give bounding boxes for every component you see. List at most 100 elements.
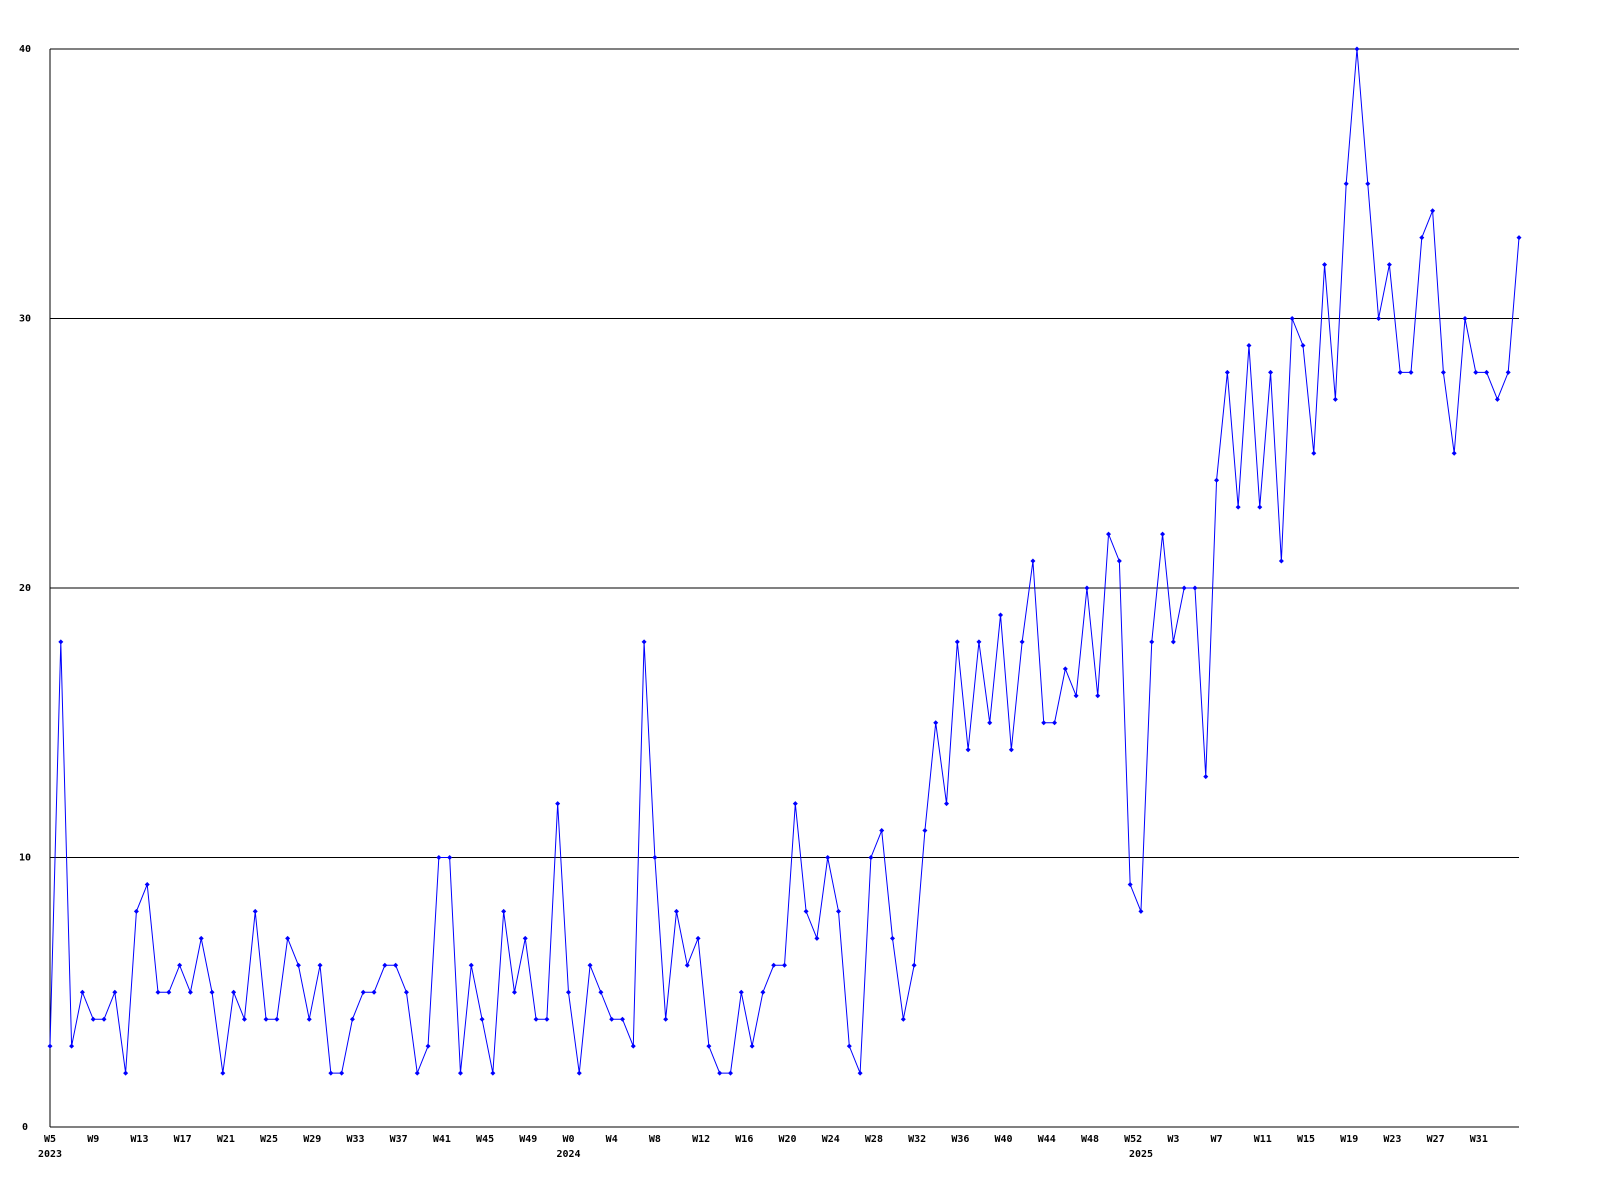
data-point <box>1062 666 1068 672</box>
data-point <box>684 962 690 968</box>
data-point <box>587 962 593 968</box>
data-point <box>1354 46 1360 52</box>
data-point <box>1289 316 1295 321</box>
data-point <box>155 989 161 995</box>
x-tick-label: W23 <box>1383 1134 1401 1145</box>
data-point <box>490 1070 496 1076</box>
x-tick-label: W0 <box>562 1134 574 1145</box>
data-point <box>695 935 701 941</box>
data-point <box>533 1016 539 1022</box>
data-point <box>371 989 377 995</box>
data-point <box>900 1016 906 1022</box>
x-tick-label: W16 <box>735 1134 753 1145</box>
data-point <box>522 935 528 941</box>
x-year-label: 2025 <box>1129 1149 1153 1160</box>
x-year-label: 2023 <box>38 1149 62 1160</box>
data-point <box>339 1070 345 1076</box>
data-point <box>1041 720 1047 726</box>
data-point <box>954 639 960 645</box>
data-point <box>144 881 150 887</box>
data-point <box>792 801 798 807</box>
x-year-label: 2024 <box>556 1149 580 1160</box>
data-point <box>241 1016 247 1022</box>
data-line <box>49 48 1520 1076</box>
data-point <box>1311 450 1317 456</box>
data-point <box>965 747 971 753</box>
data-point <box>177 962 183 968</box>
data-point <box>1127 881 1133 887</box>
data-point <box>673 908 679 914</box>
data-point <box>1451 450 1457 456</box>
data-point <box>447 855 453 860</box>
data-point <box>717 1070 723 1076</box>
data-point <box>857 1070 863 1076</box>
data-point <box>112 989 118 995</box>
data-point <box>803 908 809 914</box>
data-point <box>544 1016 550 1022</box>
data-point <box>782 962 787 968</box>
data-point <box>760 989 766 995</box>
data-point <box>1116 558 1122 564</box>
x-tick-label: W37 <box>390 1134 408 1145</box>
data-point <box>1322 262 1328 268</box>
data-point <box>79 989 85 995</box>
data-point <box>1484 369 1490 375</box>
data-point <box>209 989 215 995</box>
data-point <box>47 1043 53 1049</box>
x-tick-label: W48 <box>1081 1134 1099 1145</box>
data-point <box>1516 235 1522 241</box>
x-tick-label: W24 <box>822 1134 840 1145</box>
data-point <box>457 1070 463 1076</box>
y-tick-label: 30 <box>19 314 31 325</box>
data-point <box>663 1016 669 1022</box>
data-point <box>1440 369 1446 375</box>
x-tick-label: W7 <box>1211 1134 1223 1145</box>
data-point <box>922 828 928 834</box>
data-point <box>706 1043 712 1049</box>
x-tick-label: W21 <box>217 1134 235 1145</box>
data-point <box>1019 639 1025 645</box>
data-point <box>1160 531 1166 537</box>
data-point <box>101 1016 107 1022</box>
data-point <box>1095 693 1101 699</box>
data-point <box>1181 585 1187 591</box>
data-point <box>1343 181 1349 187</box>
data-point <box>58 639 64 645</box>
data-point <box>1494 396 1500 402</box>
data-point <box>252 908 258 914</box>
x-tick-label: W49 <box>519 1134 537 1145</box>
x-tick-label: W25 <box>260 1134 278 1145</box>
y-tick-label: 0 <box>22 1122 28 1133</box>
data-point <box>263 1016 269 1022</box>
data-point <box>1203 774 1209 780</box>
x-tick-label: W11 <box>1254 1134 1272 1145</box>
data-point <box>511 989 517 995</box>
x-tick-label: W8 <box>649 1134 661 1145</box>
data-point <box>976 639 982 645</box>
data-point <box>1235 504 1241 510</box>
data-point <box>306 1016 312 1022</box>
data-point <box>944 801 950 807</box>
data-point <box>468 962 474 968</box>
data-point <box>1300 342 1306 348</box>
data-point <box>274 1016 280 1022</box>
data-point <box>1106 531 1112 537</box>
data-point <box>220 1070 226 1076</box>
data-point <box>1214 477 1220 483</box>
x-tick-label: W40 <box>995 1134 1013 1145</box>
data-point <box>1419 235 1425 241</box>
data-point <box>609 1016 615 1022</box>
data-point <box>1170 639 1176 645</box>
data-point <box>1430 208 1436 214</box>
data-point <box>1257 504 1263 510</box>
data-point <box>576 1070 582 1076</box>
x-tick-label: W28 <box>865 1134 883 1145</box>
data-point <box>360 989 366 995</box>
x-tick-label: W36 <box>951 1134 969 1145</box>
data-point <box>1386 262 1392 268</box>
data-point <box>565 989 571 995</box>
data-point <box>1008 747 1014 753</box>
x-tick-label: W33 <box>346 1134 364 1145</box>
data-point <box>771 962 777 968</box>
